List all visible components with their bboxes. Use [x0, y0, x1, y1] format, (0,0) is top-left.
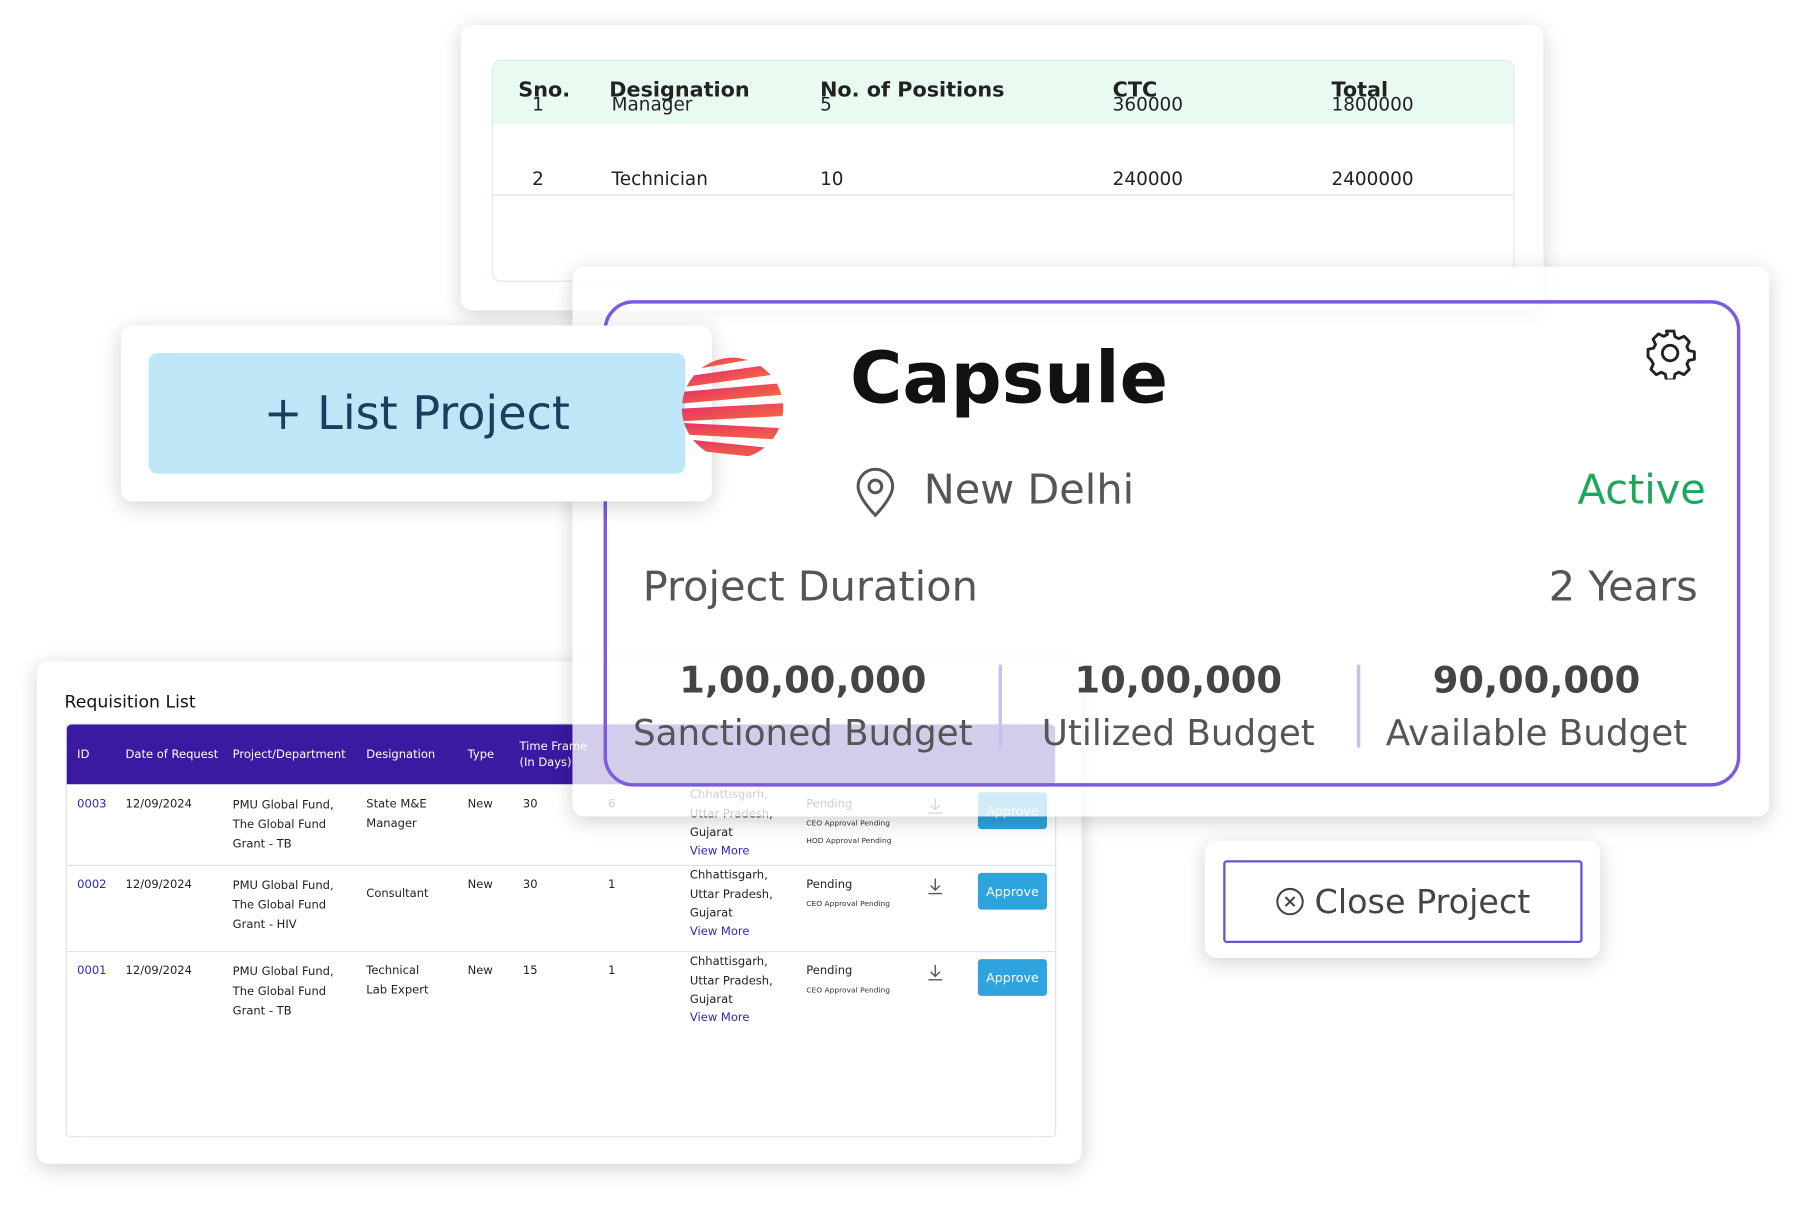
- status: Pending: [806, 964, 853, 978]
- budget-label: Sanctioned Budget: [632, 713, 973, 755]
- approve-button[interactable]: Approve: [977, 959, 1047, 996]
- view-more[interactable]: View More: [689, 1012, 750, 1025]
- position-card: Sno. Designation No. of Positions CTC Total 1…: [460, 25, 1544, 311]
- column-header: CTC: [1112, 78, 1158, 103]
- list-project-card: + List Project: [120, 325, 712, 502]
- project-department: PMU Global Fund, The Global Fund Grant -…: [232, 966, 334, 1018]
- column-header: Sno.: [518, 78, 571, 103]
- project-card: Capsule New Delhi Active Project Duratio…: [572, 266, 1770, 817]
- column-header: Project/Department: [232, 748, 346, 762]
- requisition-id[interactable]: 0003: [77, 798, 107, 811]
- duration-label: Project Duration: [642, 563, 978, 611]
- requisition-id[interactable]: 0002: [77, 878, 107, 892]
- column-header: ID: [77, 748, 90, 762]
- type: New: [467, 878, 493, 892]
- close-icon: [1276, 887, 1305, 916]
- close-project-card: Close Project: [1204, 840, 1600, 958]
- divider: [1356, 664, 1361, 748]
- approval-status: CEO Approval Pending: [806, 985, 891, 995]
- project-department: PMU Global Fund, The Global Fund Grant -…: [232, 879, 334, 932]
- close-project-button[interactable]: Close Project: [1223, 860, 1583, 943]
- table-cell: 2: [532, 167, 544, 190]
- requisition-title: Requisition List: [64, 691, 196, 712]
- table-cell: 10: [820, 167, 844, 190]
- budget-amount: 1,00,00,000: [679, 657, 927, 702]
- table-cell: Technician: [611, 167, 708, 190]
- location: Chhattisgarh, Uttar Pradesh, Gujarat: [689, 869, 773, 920]
- approval-status: HOD Approval Pending: [806, 836, 892, 846]
- type: New: [467, 798, 493, 811]
- positions: 1: [608, 878, 616, 892]
- project-logo: [681, 357, 784, 459]
- requisition-id[interactable]: 0001: [77, 964, 107, 978]
- table-header: [492, 60, 1514, 125]
- table-cell: Manager: [611, 93, 693, 115]
- row-divider: [66, 951, 1056, 953]
- divider: [998, 664, 1003, 748]
- positions: 1: [608, 964, 616, 978]
- column-header: Date of Request: [125, 748, 219, 762]
- column-header: Designation: [609, 78, 750, 103]
- project-location: New Delhi: [923, 466, 1135, 515]
- type: New: [467, 964, 493, 978]
- project-status: Active: [1577, 466, 1706, 515]
- project-name: Capsule: [850, 335, 1169, 420]
- request-date: 12/09/2024: [125, 964, 192, 978]
- table-cell: 1: [532, 93, 544, 115]
- request-date: 12/09/2024: [125, 878, 192, 892]
- position-table: Sno. Designation No. of Positions CTC Total 1…: [491, 59, 1515, 282]
- designation: State M&E Manager: [366, 798, 427, 830]
- view-more[interactable]: View More: [689, 925, 750, 939]
- table-cell: 2400000: [1331, 167, 1414, 190]
- request-date: 12/09/2024: [125, 798, 192, 811]
- close-project-label: Close Project: [1314, 882, 1531, 922]
- list-project-button[interactable]: + List Project: [148, 353, 686, 474]
- project-card-border: [603, 300, 1741, 787]
- table-cell: 5: [820, 93, 832, 115]
- table-cell: 1800000: [1331, 93, 1414, 115]
- column-header: Designation: [366, 748, 436, 762]
- row-divider: [492, 194, 1514, 196]
- location-icon: [856, 467, 895, 518]
- column-header: Total: [1331, 78, 1389, 103]
- table-cell: 240000: [1112, 167, 1183, 190]
- approval-status: CEO Approval Pending: [806, 818, 891, 828]
- time-frame: 30: [522, 878, 538, 892]
- designation: Consultant: [366, 887, 429, 901]
- project-department: PMU Global Fund, The Global Fund Grant -…: [232, 799, 334, 851]
- row-divider: [66, 864, 1056, 866]
- settings-icon[interactable]: [1644, 327, 1697, 380]
- duration-value: 2 Years: [1548, 563, 1698, 611]
- table-cell: 360000: [1112, 93, 1183, 115]
- time-frame: 15: [522, 964, 538, 978]
- view-more[interactable]: View More: [689, 845, 750, 858]
- budget-label: Available Budget: [1385, 713, 1688, 755]
- location: Chhattisgarh, Uttar Pradesh, Gujarat: [689, 955, 773, 1007]
- budget-label: Utilized Budget: [1041, 713, 1315, 755]
- column-header: Type: [467, 748, 495, 762]
- download-icon[interactable]: [927, 877, 943, 895]
- approve-button[interactable]: Approve: [977, 872, 1047, 910]
- download-icon[interactable]: [927, 964, 943, 982]
- budget-amount: 90,00,000: [1432, 657, 1641, 702]
- time-frame: 30: [522, 798, 538, 811]
- designation: Technical Lab Expert: [366, 964, 429, 997]
- budget-amount: 10,00,000: [1074, 657, 1283, 702]
- status: Pending: [806, 878, 853, 892]
- column-header: No. of Positions: [820, 78, 1005, 103]
- approval-status: CEO Approval Pending: [806, 899, 891, 909]
